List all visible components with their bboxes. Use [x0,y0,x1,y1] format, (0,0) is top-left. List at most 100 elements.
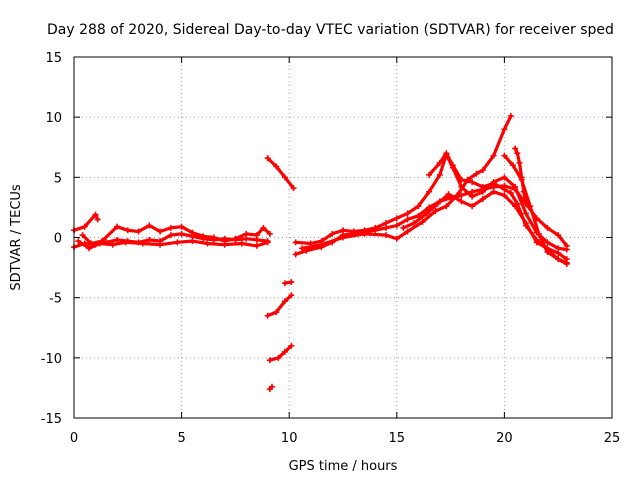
data-point [501,174,508,181]
data-point [535,230,542,237]
data-point [273,163,280,170]
data-point [189,229,196,236]
data-point [88,240,95,247]
data-point [479,183,486,190]
data-point [527,203,534,210]
data-point [404,228,411,235]
data-point [522,222,529,229]
data-point [253,242,260,249]
data-point [469,193,476,200]
data-point [490,180,497,187]
data-point [266,230,273,237]
data-point [520,188,527,195]
data-point [329,230,336,237]
y-tick-label: -10 [41,352,62,367]
data-point [436,171,443,178]
chart-title: Day 288 of 2020, Sidereal Day-to-day VTE… [47,22,614,38]
data-point [434,200,441,207]
data-point [174,239,181,246]
data-point [383,232,390,239]
data-point [288,342,295,349]
data-point [426,188,433,195]
data-point [426,171,433,178]
data-point [238,240,245,247]
data-point [458,198,465,205]
data-point [124,227,131,234]
data-series-arc-14 [427,151,569,265]
data-point [281,348,288,355]
data-point [92,211,99,218]
data-series-arc-12 [300,114,513,250]
x-tick-label: 25 [604,431,621,446]
data-point [210,234,217,241]
data-point [555,256,562,263]
data-point [299,245,306,252]
data-point [81,223,88,230]
data-point [75,238,82,245]
data-point [432,208,439,215]
y-tick-label: -15 [41,412,62,427]
data-point [415,203,422,210]
data-point [264,155,271,162]
data-point [288,292,295,299]
data-point [518,174,525,181]
y-tick-label: 15 [45,51,62,66]
data-point [167,232,174,239]
data-point [157,241,164,248]
data-point [436,159,443,166]
data-point [243,230,250,237]
data-point [501,186,508,193]
data-point [404,210,411,217]
data-point [178,223,185,230]
data-point [501,192,508,199]
data-point [512,183,519,190]
data-point [290,185,297,192]
data-series-arc-1 [72,213,100,232]
data-point [86,245,93,252]
data-point [411,220,418,227]
data-point [109,241,116,248]
data-point [178,230,185,237]
data-point [404,216,411,223]
data-point [204,240,211,247]
data-point [260,224,267,231]
data-point [544,224,551,231]
data-point [393,235,400,242]
data-point [200,233,207,240]
data-point [114,223,121,230]
data-point [443,150,450,157]
data-point [555,250,562,257]
y-tick-label: 0 [54,232,62,247]
data-point [501,126,508,133]
data-point [473,170,480,177]
x-tick-label: 10 [281,431,298,446]
data-point [94,216,101,223]
data-point [146,222,153,229]
data-point [507,112,514,119]
data-point [512,145,519,152]
y-axis-label: SDTVAR / TECUs [9,184,24,291]
data-point [122,239,129,246]
data-point [449,162,456,169]
x-axis-label: GPS time / hours [289,459,398,474]
data-point [189,238,196,245]
data-point [292,251,299,258]
data-point [516,159,523,166]
data-point [400,224,407,231]
data-point [232,235,239,242]
data-point [544,239,551,246]
data-point [372,224,379,231]
data-point [264,239,271,246]
y-tick-label: 10 [45,111,62,126]
data-point [281,298,288,305]
data-point [318,241,325,248]
x-tick-label: 0 [70,431,78,446]
data-point [490,152,497,159]
data-point [135,228,142,235]
data-point [361,230,368,237]
x-tick-label: 20 [496,431,513,446]
data-point [514,200,521,207]
x-tick-label: 15 [389,431,406,446]
data-point [393,222,400,229]
x-tick-label: 5 [177,431,185,446]
